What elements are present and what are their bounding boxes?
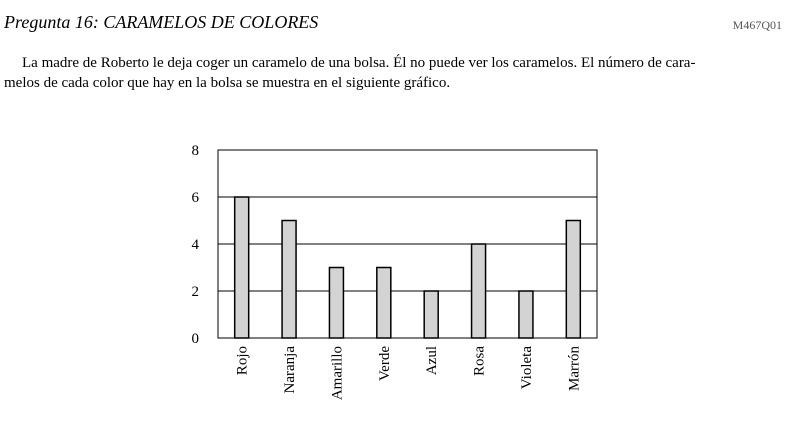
- question-text-line-2: melos de cada color que hay en la bolsa …: [4, 75, 451, 91]
- x-tick-label-4: Azul: [424, 346, 440, 375]
- question-code: M467Q01: [732, 18, 782, 32]
- plot-frame: [217, 149, 598, 339]
- bar-7: [565, 219, 582, 339]
- question-text: La madre de Roberto le deja coger un car…: [4, 53, 780, 93]
- bar-3: [376, 266, 392, 339]
- bar-5: [470, 243, 487, 339]
- x-tick-label-0: Rojo: [235, 346, 251, 375]
- question-text-line-1: La madre de Roberto le deja coger un car…: [22, 55, 696, 71]
- bar-1: [281, 219, 297, 339]
- x-tick-label-3: Verde: [377, 346, 393, 381]
- y-tick-label-1: 2: [192, 284, 200, 300]
- bar-0: [233, 196, 250, 339]
- y-tick-label-3: 6: [192, 190, 200, 206]
- x-tick-label-5: Rosa: [472, 346, 488, 376]
- bar-4: [423, 290, 439, 339]
- y-tick-label-4: 8: [192, 143, 200, 159]
- y-tick-label-0: 0: [192, 331, 200, 347]
- x-tick-label-7: Marrón: [566, 346, 582, 391]
- x-tick-label-1: Naranja: [282, 346, 298, 394]
- bar-2: [328, 266, 345, 339]
- x-tick-label-2: Amarillo: [329, 346, 345, 400]
- bar-6: [518, 290, 534, 339]
- question-title: Pregunta 16: CARAMELOS DE COLORES: [4, 12, 319, 32]
- x-tick-label-6: Violeta: [519, 346, 535, 390]
- y-tick-label-2: 4: [192, 237, 200, 253]
- question-header: Pregunta 16: CARAMELOS DE COLORES M467Q0…: [4, 12, 782, 38]
